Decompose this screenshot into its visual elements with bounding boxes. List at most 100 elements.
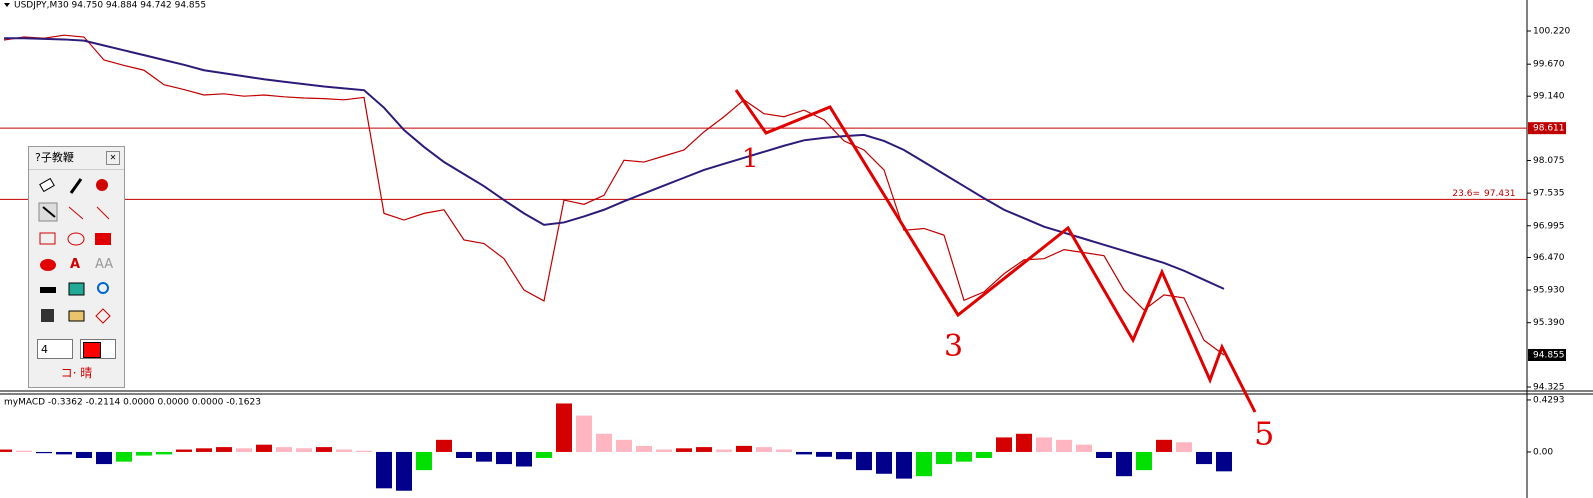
histogram-bar <box>376 451 392 489</box>
histogram-bar <box>676 448 692 452</box>
ellipse-tool[interactable] <box>67 232 85 246</box>
indicator-header: myMACD -0.3362 -0.2114 0.0000 0.0000 0.0… <box>4 398 261 408</box>
fill-tool[interactable] <box>96 179 108 191</box>
y-tick-label: 100.220 <box>1533 26 1570 36</box>
histogram-bar <box>1176 442 1192 452</box>
histogram-bar <box>536 451 552 459</box>
toolbox-title: ?子教鞭 <box>29 147 124 170</box>
histogram-bar <box>696 447 712 452</box>
histogram-bar <box>756 447 772 452</box>
histogram-bar <box>996 437 1012 452</box>
histogram-bar <box>1056 439 1072 452</box>
y-tick-label: 95.390 <box>1533 318 1565 328</box>
histogram-bar <box>636 445 652 452</box>
histogram-bar <box>236 448 252 452</box>
save-tool[interactable] <box>41 309 54 322</box>
histogram-bar <box>36 451 52 454</box>
histogram-bar <box>1116 451 1132 477</box>
bar-tool[interactable] <box>40 287 56 293</box>
macd-pane: myMACD -0.3362 -0.2114 0.0000 0.0000 0.0… <box>0 395 1565 491</box>
price-line <box>4 37 1225 290</box>
diamond-tool[interactable] <box>95 308 111 324</box>
eraser-tool[interactable] <box>39 177 55 193</box>
font-tool[interactable]: AA <box>95 257 114 272</box>
histogram-bar <box>196 448 212 452</box>
histogram-bar <box>1196 451 1212 465</box>
width-select[interactable]: 4 <box>37 339 73 359</box>
wave-label: 1 <box>742 144 759 174</box>
tool-icons <box>38 177 111 324</box>
histogram-bar <box>136 451 152 456</box>
histogram-bar <box>476 451 492 462</box>
histogram-bar <box>716 449 732 452</box>
histogram-bar <box>416 451 432 471</box>
histogram-bar <box>336 449 352 452</box>
fill-rect-tool[interactable] <box>95 233 111 245</box>
text-tool[interactable]: A <box>70 257 81 272</box>
histogram-bar <box>1216 451 1232 472</box>
histogram-bar <box>256 444 272 452</box>
histogram-bar <box>1036 437 1052 452</box>
histogram-bar <box>556 403 572 452</box>
histogram-bar <box>956 451 972 462</box>
level-label: 98.611 <box>1533 124 1565 134</box>
histogram-bar <box>796 451 812 455</box>
histogram-bar <box>936 451 952 465</box>
histogram-bar <box>856 451 872 471</box>
histogram-bar <box>516 451 532 467</box>
histogram-bar <box>1156 439 1172 452</box>
y-tick-label: 94.325 <box>1533 383 1565 393</box>
wave-label: 5 <box>1254 415 1274 453</box>
y-tick-label: 0.4293 <box>1533 395 1565 405</box>
y-tick-label: 99.670 <box>1533 60 1565 70</box>
wave-label: 3 <box>944 329 963 364</box>
toolbox-footer: コ· 晴 <box>60 366 93 380</box>
histogram-bar <box>876 451 892 474</box>
screen-tool[interactable] <box>68 282 85 296</box>
y-tick-label: 97.535 <box>1533 189 1565 199</box>
fill-ellipse-tool[interactable] <box>40 259 56 271</box>
histogram-bar <box>436 439 452 452</box>
histogram-bar <box>276 447 292 452</box>
histogram-bar <box>16 450 32 452</box>
close-button[interactable]: ✕ <box>106 151 120 165</box>
histogram-bar <box>1016 433 1032 452</box>
histogram-bar <box>1076 444 1092 452</box>
fib-value: 97.431 <box>1484 189 1516 199</box>
histogram-bar <box>736 445 752 452</box>
histogram-bar <box>316 447 332 452</box>
histogram-bar <box>916 451 932 477</box>
histogram-bar <box>836 451 852 460</box>
price-pane: 100.220 99.670 99.140 98.075 97.535 96.995 96.… <box>0 26 1570 393</box>
zoom-tool[interactable] <box>97 282 109 294</box>
line-tool[interactable] <box>68 206 84 220</box>
arrow-tool[interactable] <box>96 206 110 220</box>
menu-arrow[interactable] <box>4 3 10 7</box>
histogram-bar <box>96 451 112 465</box>
current-price-box <box>1528 349 1566 362</box>
histogram-bar <box>356 450 372 452</box>
y-tick-label: 99.140 <box>1533 92 1565 102</box>
histogram-bar <box>296 448 312 452</box>
level-box <box>1528 122 1566 135</box>
histogram-bar <box>456 451 472 459</box>
histogram-bar <box>116 451 132 462</box>
rect-tool[interactable] <box>39 232 56 245</box>
y-tick-label: 0.00 <box>1533 447 1553 457</box>
fib-label: 23.6= <box>1452 189 1480 199</box>
current-price-label: 94.855 <box>1533 351 1565 361</box>
open-tool[interactable] <box>68 310 85 322</box>
histogram-bar <box>1136 451 1152 471</box>
histogram-bar <box>976 451 992 459</box>
color-select[interactable] <box>80 339 116 359</box>
histogram-bar <box>896 451 912 479</box>
wave-drawing <box>734 89 1257 413</box>
histogram-bar <box>0 449 12 452</box>
y-tick-label: 96.995 <box>1533 221 1565 231</box>
price-line <box>3 34 1225 356</box>
picker-tool[interactable] <box>69 178 83 194</box>
histogram-bar <box>496 451 512 465</box>
histogram-bar <box>396 451 412 491</box>
